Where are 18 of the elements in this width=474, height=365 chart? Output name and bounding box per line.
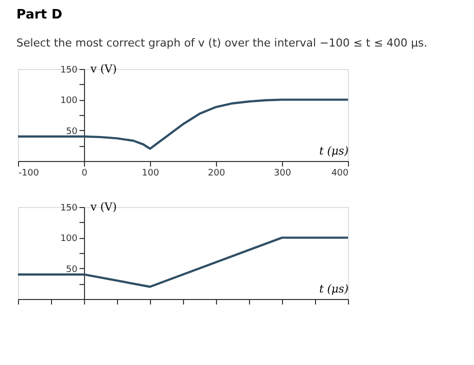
- y-tick-label: 100: [60, 234, 78, 244]
- y-tick-label: 150: [60, 204, 78, 214]
- y-axis-title: v (V): [90, 62, 117, 76]
- x-axis-title: t (μs): [319, 282, 348, 296]
- y-tick-label: 100: [60, 96, 78, 106]
- x-tick-label: 300: [274, 168, 292, 178]
- chart-title: Part D: [16, 8, 63, 22]
- x-tick-label: 200: [208, 168, 226, 178]
- chart-subtitle: Select the most correct graph of v (t) over the interval −100 ≤ t ≤ 400 μs.: [16, 36, 428, 50]
- y-axis-title: v (V): [90, 200, 117, 214]
- y-tick-label: 50: [66, 126, 78, 137]
- x-tick-label: 100: [142, 168, 160, 178]
- y-tick-label: 150: [60, 66, 78, 76]
- x-tick-label: 0: [82, 168, 88, 178]
- x-tick-label: -100: [18, 168, 40, 178]
- x-axis-title: t (μs): [319, 144, 348, 158]
- x-tick-label: 400: [331, 168, 349, 178]
- y-tick-label: 50: [66, 264, 78, 275]
